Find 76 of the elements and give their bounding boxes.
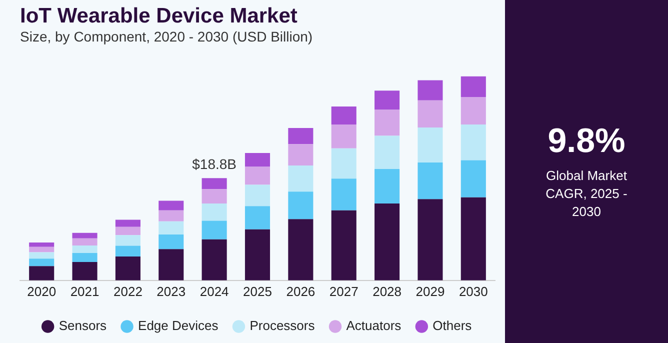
bar [72, 232, 98, 238]
bar [288, 166, 314, 192]
bar [418, 80, 443, 100]
annotation: $18.8B [192, 156, 237, 172]
bar [418, 199, 443, 280]
bar [331, 210, 356, 280]
bar [288, 219, 314, 280]
bar [202, 178, 227, 190]
bar [244, 229, 270, 280]
x-tick-label: 2027 [329, 284, 358, 299]
bar [418, 162, 443, 200]
bar [29, 246, 54, 252]
x-tick-label: 2026 [286, 284, 316, 299]
bar [374, 203, 400, 280]
bar [460, 124, 486, 160]
bar [158, 200, 184, 210]
bar [115, 256, 140, 280]
bar [418, 100, 443, 128]
bar [158, 234, 184, 250]
bar [418, 128, 443, 162]
bar [374, 110, 400, 136]
bar [244, 206, 270, 230]
bar [331, 178, 356, 210]
bar [460, 197, 486, 280]
text: Global Market CAGR, 2025 - 2030 [544, 167, 628, 221]
bar [115, 220, 140, 227]
x-tick-label: 2030 [458, 284, 488, 299]
legend-label: Edge Devices [138, 318, 219, 334]
x-tick-label: 2029 [416, 284, 445, 299]
bar [244, 166, 270, 185]
x-tick-label: 2022 [113, 284, 142, 299]
bar [72, 238, 98, 246]
x-tick-label: 2020 [27, 284, 56, 299]
bar [288, 192, 314, 220]
chart-subtitle: Size, by Component, 2020 - 2030 (USD Billion) [20, 28, 313, 44]
bar [202, 239, 227, 280]
x-tick-label: 2021 [70, 284, 100, 299]
bar [29, 252, 54, 259]
x-tick-label: 2025 [243, 284, 272, 299]
bar [72, 253, 98, 262]
bar [29, 258, 54, 266]
bar [460, 160, 486, 198]
bar [115, 226, 140, 236]
bar [331, 124, 356, 148]
bar [374, 90, 400, 110]
chart-title: IoT Wearable Device Market [20, 4, 298, 28]
x-tick-label: 2024 [200, 284, 229, 299]
bar [72, 246, 98, 254]
bar [115, 246, 140, 257]
bar [374, 168, 400, 204]
bar [460, 76, 486, 97]
bar [72, 262, 98, 280]
x-tick-label: 2023 [156, 284, 186, 299]
bar [29, 242, 54, 247]
bar [202, 203, 227, 221]
bar [158, 210, 184, 222]
bar [29, 266, 54, 280]
bar [288, 144, 314, 166]
legend-label: Processors [250, 318, 316, 334]
bar [158, 249, 184, 280]
bar [288, 128, 314, 144]
bar [244, 153, 270, 167]
bar [460, 96, 486, 124]
text: 9.8% [548, 122, 626, 161]
bar [331, 106, 356, 124]
bar [202, 220, 227, 240]
bar [374, 136, 400, 169]
legend-label: Sensors [58, 318, 108, 334]
bar [115, 235, 140, 246]
legend-label: Actuators [346, 318, 402, 334]
x-tick-label: 2028 [372, 284, 402, 299]
legend-label: Others [432, 318, 472, 334]
bar [158, 221, 184, 234]
bar [202, 189, 227, 204]
bar [244, 184, 270, 206]
bar [331, 148, 356, 179]
